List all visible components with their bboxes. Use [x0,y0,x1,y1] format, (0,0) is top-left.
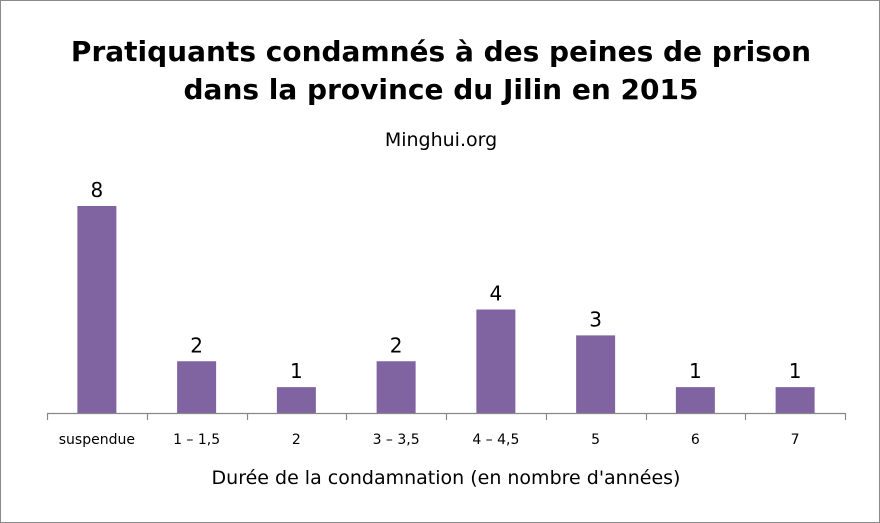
bar [675,387,715,413]
x-tick-label: 2 [292,432,301,448]
data-label: 3 [589,307,602,331]
bar [576,335,616,413]
bar [276,387,316,413]
data-label: 1 [789,359,802,383]
data-label: 8 [91,178,104,202]
chart-subtitle: Minghui.org [384,129,498,151]
x-tick-label: suspendue [59,432,135,448]
bar [775,387,815,413]
bar [376,361,416,413]
data-label: 4 [490,282,503,306]
bar [476,309,516,413]
data-label: 1 [689,359,702,383]
data-label: 2 [390,333,403,357]
data-label: 1 [290,359,303,383]
bar [77,206,117,413]
x-tick-label: 7 [791,432,800,448]
bar [177,361,217,413]
chart-title-line-2: dans la province du Jilin en 2015 [183,73,699,106]
chart-title-line-1: Pratiquants condamnés à des peines de pr… [70,35,812,68]
x-tick-label: 6 [691,432,700,448]
x-tick-label: 5 [591,432,600,448]
data-label: 2 [190,333,203,357]
x-tick-label: 4 – 4,5 [472,432,519,448]
x-axis-label: Durée de la condamnation (en nombre d'an… [211,467,681,489]
x-tick-label: 1 – 1,5 [173,432,220,448]
x-tick-label: 3 – 3,5 [373,432,420,448]
